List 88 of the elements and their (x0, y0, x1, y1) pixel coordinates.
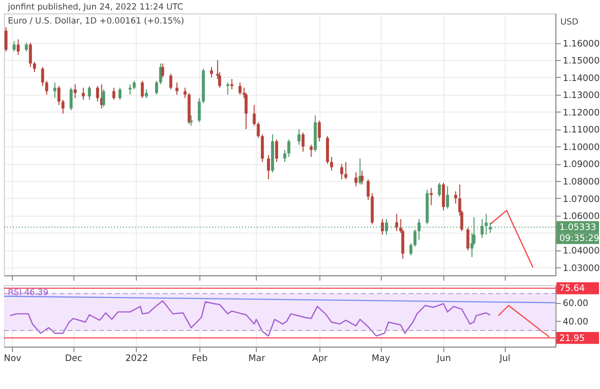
line-series (9, 300, 491, 337)
candlestick (41, 66, 44, 86)
annotation: Euro / U.S. Dollar, 1D +0.00161 (+0.15%) (8, 15, 184, 26)
candlestick (454, 190, 458, 204)
candlestick (466, 227, 470, 251)
candlestick (74, 84, 77, 99)
candlestick (57, 85, 60, 106)
candlestick (380, 218, 384, 236)
candlestick (161, 63, 164, 78)
y-tick-label: 1.04000 (562, 246, 600, 257)
candlestick (28, 42, 32, 68)
candlestick (395, 213, 398, 232)
candlestick (344, 162, 348, 180)
text: 09:35:29 (559, 234, 600, 244)
y-tick-label: 1.16000 (562, 39, 600, 50)
x-tick-label: Nov (4, 354, 22, 364)
y-axis-title: USD (560, 16, 578, 26)
candlestick (446, 186, 450, 210)
y-tick-label: 1.11000 (562, 126, 600, 136)
y-tick-label: 1.07000 (562, 194, 600, 205)
ref-line-label: 21.95 (559, 334, 585, 344)
candlestick (140, 80, 144, 99)
y-tick-label: 1.14000 (562, 74, 600, 84)
candlestick (169, 73, 172, 90)
x-tick-label: Jul (498, 354, 510, 364)
x-tick-label: May (372, 354, 390, 364)
candlestick (413, 228, 416, 248)
text: jonfint published, Jun 24, 2022 11:24 UTC (6, 1, 184, 12)
x-tick-label: 2022 (125, 354, 148, 364)
candlestick (252, 104, 256, 126)
candlestick (298, 128, 300, 146)
ref-line-label: 1.05333 (559, 223, 596, 234)
candlestick (70, 87, 73, 111)
candlestick (128, 84, 132, 96)
candlestick (340, 163, 344, 180)
annotation: RSI 46.39 (8, 287, 48, 298)
y-tick-label: 1.13000 (562, 91, 600, 102)
ref-line-label: 75.64 (559, 284, 586, 294)
candlestick (33, 61, 36, 73)
candlestick (266, 154, 270, 180)
y-tick-label: 1.10000 (562, 142, 600, 153)
x-tick-label: Jun (436, 354, 451, 364)
candlestick (330, 156, 334, 172)
candlestick (102, 88, 106, 108)
candlestick (438, 182, 441, 198)
candlestick (310, 144, 313, 158)
y-tick-label: 60.00 (562, 299, 589, 310)
candlestick (302, 132, 305, 152)
candlestick (82, 87, 85, 100)
candlestick (275, 139, 278, 163)
x-tick-label: Dec (65, 354, 82, 364)
x-tick-label: Feb (192, 354, 208, 364)
candlestick (318, 120, 321, 142)
candlestick (45, 80, 48, 96)
x-tick-label: Mar (248, 354, 266, 364)
x-tick-label: Apr (312, 354, 328, 364)
candlestick (61, 99, 64, 114)
candlestick (354, 172, 358, 187)
candlestick (118, 87, 122, 100)
candlestick (430, 187, 433, 206)
candlestick (360, 170, 364, 185)
candlestick (16, 38, 20, 56)
candlestick (53, 82, 56, 99)
candlestick (210, 66, 213, 78)
candlestick (287, 139, 290, 158)
y-tick-label: 1.08000 (562, 178, 600, 188)
candlestick (366, 178, 370, 201)
candlestick (12, 40, 16, 52)
candlestick (409, 242, 412, 256)
candlestick (96, 85, 100, 102)
candlestick (175, 82, 178, 96)
candlestick (198, 98, 201, 123)
y-tick-label: 1.09000 (562, 160, 600, 170)
y-tick-label: 1.06000 (562, 212, 600, 222)
candlestick (238, 82, 242, 96)
candlestick (442, 182, 445, 211)
y-tick-label: 40.00 (562, 318, 589, 328)
candlestick (112, 87, 116, 100)
candlestick (260, 134, 264, 163)
candlestick (184, 87, 187, 99)
candlestick (155, 80, 158, 96)
y-tick-label: 1.15000 (562, 56, 600, 67)
candlestick (256, 122, 260, 138)
candlestick (88, 85, 91, 100)
candlestick (4, 26, 8, 52)
candlestick (190, 114, 193, 126)
y-tick-label: 1.12000 (562, 108, 600, 118)
y-tick-label: 1.03000 (562, 264, 600, 274)
